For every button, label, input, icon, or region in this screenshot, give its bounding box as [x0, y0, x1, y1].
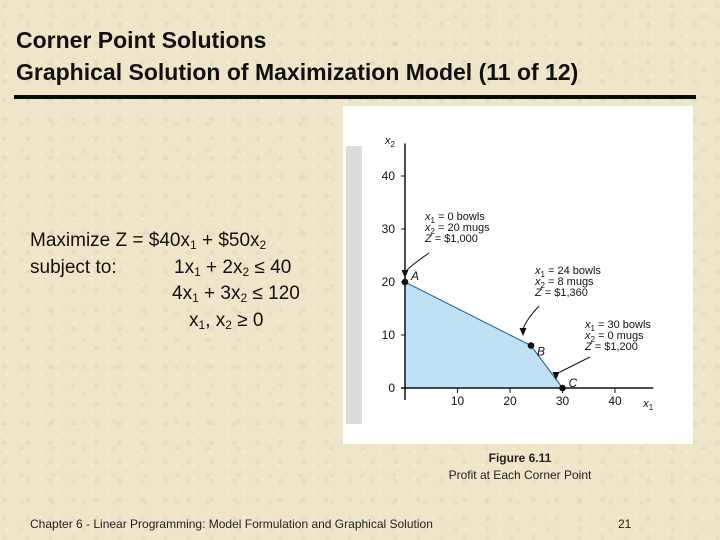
constraint-1: 1x1 + 2x2 ≤ 40	[174, 255, 291, 282]
annotation-B-line1: x1 = 24 bowls	[534, 265, 601, 279]
annotation-var: x	[534, 276, 541, 288]
feasible-region	[405, 282, 563, 388]
c2-b: + 3x	[198, 283, 241, 304]
annotation-A-line2: x2 = 20 mugs	[424, 222, 490, 236]
x-tick-label: 30	[556, 394, 570, 408]
c3-s1: 1	[198, 317, 206, 332]
point-label-B: B	[537, 345, 545, 359]
annotation-rest: = $1,000	[432, 233, 478, 245]
point-label-C: C	[569, 376, 578, 390]
x-axis-label-sub: 1	[649, 403, 654, 412]
annotation-var: x	[424, 222, 431, 234]
c3-a: x	[189, 309, 199, 331]
y-tick-label: 30	[382, 222, 396, 236]
annotation-sub: 2	[591, 335, 596, 344]
slide-title: Corner Point Solutions Graphical Solutio…	[16, 24, 706, 88]
annotation-var: Z	[584, 341, 593, 353]
arrowhead-A	[401, 270, 409, 278]
x-tick-label: 20	[503, 394, 517, 408]
figure-caption-title: Figure 6.11	[488, 451, 552, 465]
annotation-var: x	[534, 265, 541, 277]
objective-prefix: Maximize Z = $40x	[30, 230, 190, 251]
objective-mid: + $50x	[196, 230, 260, 251]
c1-s1: 1	[194, 264, 201, 279]
annotation-rest: = 0 mugs	[595, 330, 644, 342]
c1-b: + 2x	[200, 256, 243, 278]
y-tick-label: 40	[382, 169, 396, 183]
arrowhead-C	[552, 372, 560, 380]
x-axis-label-var: x	[642, 398, 649, 410]
figure-shadow	[346, 146, 362, 424]
footer-text: Chapter 6 - Linear Programming: Model Fo…	[30, 517, 433, 531]
annotation-sub: 2	[541, 281, 546, 290]
y-axis-label-sub: 2	[391, 140, 396, 149]
c2-s2: 2	[240, 291, 248, 305]
annotation-A-line3: Z = $1,000	[424, 233, 478, 245]
annotation-C-line1: x1 = 30 bowls	[584, 319, 651, 333]
objective-text: Maximize Z = $40x1 + $50x2	[30, 228, 266, 255]
c3-b: , x	[205, 309, 226, 331]
constraint-2: 4x1 + 3x2 ≤ 120	[172, 281, 300, 308]
title-line-1: Corner Point Solutions	[16, 27, 267, 53]
annotation-var: x	[584, 330, 591, 342]
annotation-sub: 1	[541, 270, 546, 279]
annotation-B-line2: x2 = 8 mugs	[534, 276, 594, 290]
point-label-A: A	[410, 269, 419, 283]
annotation-var: Z	[424, 233, 433, 245]
page-number: 21	[618, 517, 632, 531]
y-tick-label: 0	[388, 381, 395, 395]
y-tick-label: 20	[382, 275, 396, 289]
annotation-C-line3: Z = $1,200	[584, 341, 638, 353]
x-axis-label: x1	[642, 398, 654, 412]
c3-s2: 2	[225, 317, 232, 332]
x-tick-label: 40	[608, 394, 622, 408]
c2-c: ≤ 120	[247, 283, 300, 304]
constraint-3: x1, x2 ≥ 0	[189, 308, 264, 335]
annotation-sub: 1	[591, 324, 596, 333]
annotation-A-line1: x1 = 0 bowls	[424, 211, 485, 225]
annotation-C-line2: x2 = 0 mugs	[584, 330, 644, 344]
annotation-rest: = $1,360	[542, 287, 588, 299]
x-tick-label: 10	[451, 394, 465, 408]
y-tick-label: 10	[382, 328, 396, 342]
c1-s2: 2	[242, 264, 250, 279]
title-line-2: Graphical Solution of Maximization Model…	[16, 59, 579, 85]
corner-point-C	[559, 384, 566, 392]
annotation-sub: 2	[431, 227, 436, 236]
annotation-sub: 1	[431, 216, 436, 225]
c2-a: 4x	[172, 283, 193, 304]
annotation-var: Z	[534, 287, 543, 299]
c1-a: 1x	[174, 256, 195, 278]
constraint-label: subject to:	[30, 256, 117, 278]
annotation-var: x	[424, 211, 431, 223]
annotation-rest: = 8 mugs	[545, 276, 594, 288]
title-rule	[14, 95, 696, 99]
annotation-rest: = 24 bowls	[545, 265, 601, 277]
y-axis-label: x2	[384, 135, 396, 149]
annotation-var: x	[584, 319, 591, 331]
c1-c: ≤ 40	[249, 256, 292, 278]
corner-point-A	[401, 278, 409, 286]
annotation-rest: = $1,200	[592, 341, 638, 353]
corner-point-B	[527, 342, 535, 349]
figure-caption-text: Profit at Each Corner Point	[448, 468, 592, 482]
annotation-B-line3: Z = $1,360	[534, 287, 588, 299]
figure-caption: Figure 6.11 Profit at Each Corner Point	[420, 450, 620, 484]
objective-sub2: 2	[259, 238, 267, 252]
c3-c: ≥ 0	[231, 309, 264, 331]
annotation-rest: = 20 mugs	[435, 222, 490, 234]
arrowhead-B	[519, 328, 527, 336]
c2-s1: 1	[192, 291, 199, 305]
objective-sub1: 1	[189, 238, 197, 252]
annotation-rest: = 0 bowls	[435, 211, 485, 223]
y-axis-label-var: x	[384, 135, 391, 147]
annotation-rest: = 30 bowls	[595, 319, 651, 331]
